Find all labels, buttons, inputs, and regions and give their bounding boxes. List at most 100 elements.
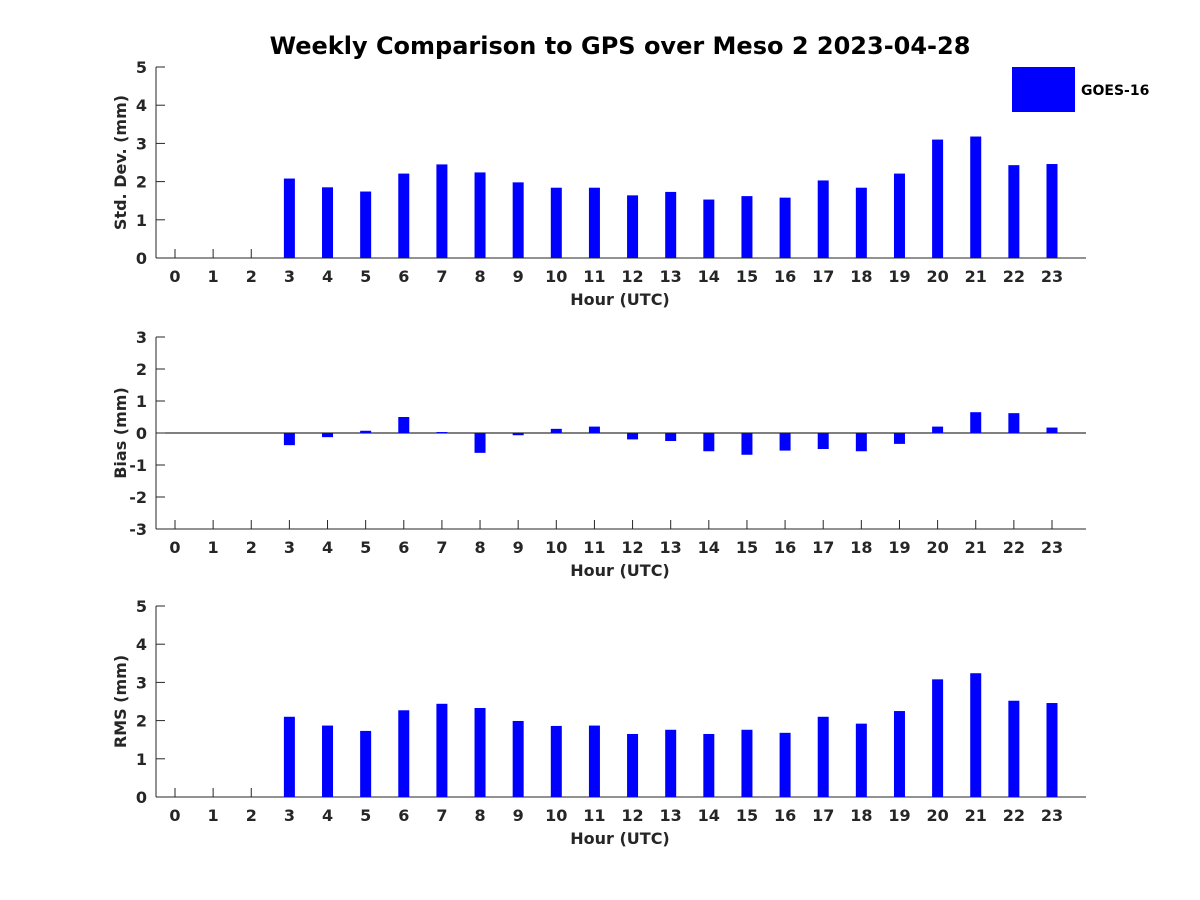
stddev-xtick-label: 16 (774, 267, 796, 286)
bias-xtick-label: 8 (474, 538, 485, 557)
bias-bar-21 (970, 412, 982, 433)
stddev-bar-5 (360, 191, 372, 258)
bias-xtick-label: 14 (698, 538, 720, 557)
stddev-bar-15 (741, 196, 753, 258)
stddev-xtick-label: 23 (1041, 267, 1063, 286)
bias-xtick-label: 11 (583, 538, 605, 557)
bias-bar-15 (741, 433, 753, 455)
bias-xtick-label: 4 (322, 538, 333, 557)
stddev-xtick-label: 6 (398, 267, 409, 286)
rms-xtick-label: 7 (436, 806, 447, 825)
bias-bar-18 (855, 433, 867, 452)
bias-bar-9 (512, 433, 524, 436)
bias-bar-22 (1008, 413, 1020, 433)
stddev-ytick-label: 3 (136, 134, 147, 153)
rms-xtick-label: 6 (398, 806, 409, 825)
rms-xtick-label: 8 (474, 806, 485, 825)
stddev-xtick-label: 22 (1003, 267, 1025, 286)
stddev-bar-17 (817, 180, 829, 258)
legend-label-goes16: GOES-16 (1081, 83, 1149, 99)
bias-xtick-label: 10 (545, 538, 567, 557)
stddev-ylabel: Std. Dev. (mm) (111, 95, 130, 230)
rms-bar-23 (1046, 703, 1058, 797)
stddev-xtick-label: 12 (621, 267, 643, 286)
bias-bar-10 (550, 428, 562, 433)
bias-xtick-label: 12 (621, 538, 643, 557)
stddev-bar-4 (322, 187, 334, 258)
stddev-bar-11 (588, 187, 600, 258)
rms-ytick-label: 5 (136, 597, 147, 616)
stddev-xtick-label: 11 (583, 267, 605, 286)
bias-ytick-label: -1 (129, 456, 147, 475)
rms-xtick-label: 18 (850, 806, 872, 825)
bias-xtick-label: 9 (513, 538, 524, 557)
bias-xtick-label: 13 (660, 538, 682, 557)
rms-ytick-label: 2 (136, 712, 147, 731)
stddev-xtick-label: 7 (436, 267, 447, 286)
stddev-bar-8 (474, 172, 486, 258)
rms-xtick-label: 22 (1003, 806, 1025, 825)
bias-ylabel: Bias (mm) (111, 387, 130, 479)
bias-bar-8 (474, 433, 486, 453)
rms-bar-7 (436, 703, 448, 797)
stddev-bar-13 (665, 191, 677, 258)
stddev-bar-9 (512, 182, 524, 258)
bias-xlabel: Hour (UTC) (570, 561, 670, 580)
stddev-xtick-label: 15 (736, 267, 758, 286)
bias-bar-11 (588, 426, 600, 433)
rms-bar-12 (627, 733, 639, 797)
bias-xtick-label: 3 (284, 538, 295, 557)
bias-xtick-label: 1 (208, 538, 219, 557)
bias-xtick-label: 2 (246, 538, 257, 557)
legend: GOES-16 (1012, 67, 1149, 112)
bias-bar-14 (703, 433, 715, 452)
rms-xtick-label: 5 (360, 806, 371, 825)
rms-xtick-label: 1 (208, 806, 219, 825)
stddev-xtick-label: 8 (474, 267, 485, 286)
chart-title: Weekly Comparison to GPS over Meso 2 202… (270, 32, 971, 60)
stddev-xtick-label: 21 (965, 267, 987, 286)
legend-swatch-goes16 (1012, 67, 1075, 112)
rms-bar-8 (474, 707, 486, 797)
rms-xtick-label: 16 (774, 806, 796, 825)
stddev-bar-10 (550, 187, 562, 258)
bias-ytick-label: 0 (136, 424, 147, 443)
bias-xtick-label: 5 (360, 538, 371, 557)
bias-bar-6 (398, 417, 410, 433)
stddev-ytick-label: 0 (136, 249, 147, 268)
rms-bar-22 (1008, 700, 1020, 797)
rms-xtick-label: 2 (246, 806, 257, 825)
rms-xtick-label: 10 (545, 806, 567, 825)
stddev-xtick-label: 13 (660, 267, 682, 286)
rms-xtick-label: 17 (812, 806, 834, 825)
bias-xtick-label: 0 (169, 538, 180, 557)
bias-xtick-label: 18 (850, 538, 872, 557)
bias-bar-19 (893, 433, 905, 444)
rms-bar-10 (550, 725, 562, 797)
bias-xtick-label: 6 (398, 538, 409, 557)
rms-xtick-label: 0 (169, 806, 180, 825)
bias-xtick-label: 15 (736, 538, 758, 557)
rms-xtick-label: 13 (660, 806, 682, 825)
bias-ytick-label: 3 (136, 328, 147, 347)
rms-bar-19 (893, 711, 905, 797)
bias-bar-4 (322, 433, 334, 438)
bias-xtick-label: 22 (1003, 538, 1025, 557)
stddev-bar-16 (779, 197, 791, 258)
stddev-xtick-label: 2 (246, 267, 257, 286)
stddev-xtick-label: 4 (322, 267, 333, 286)
rms-ylabel: RMS (mm) (111, 655, 130, 748)
stddev-ytick-label: 1 (136, 211, 147, 230)
stddev-bar-19 (893, 173, 905, 258)
bias-bar-16 (779, 433, 791, 451)
rms-bar-5 (360, 730, 372, 797)
bias-xtick-label: 20 (926, 538, 948, 557)
bias-bar-7 (436, 432, 448, 434)
bias-xtick-label: 7 (436, 538, 447, 557)
rms-xtick-label: 21 (965, 806, 987, 825)
rms-ytick-label: 0 (136, 788, 147, 807)
stddev-xtick-label: 20 (926, 267, 948, 286)
